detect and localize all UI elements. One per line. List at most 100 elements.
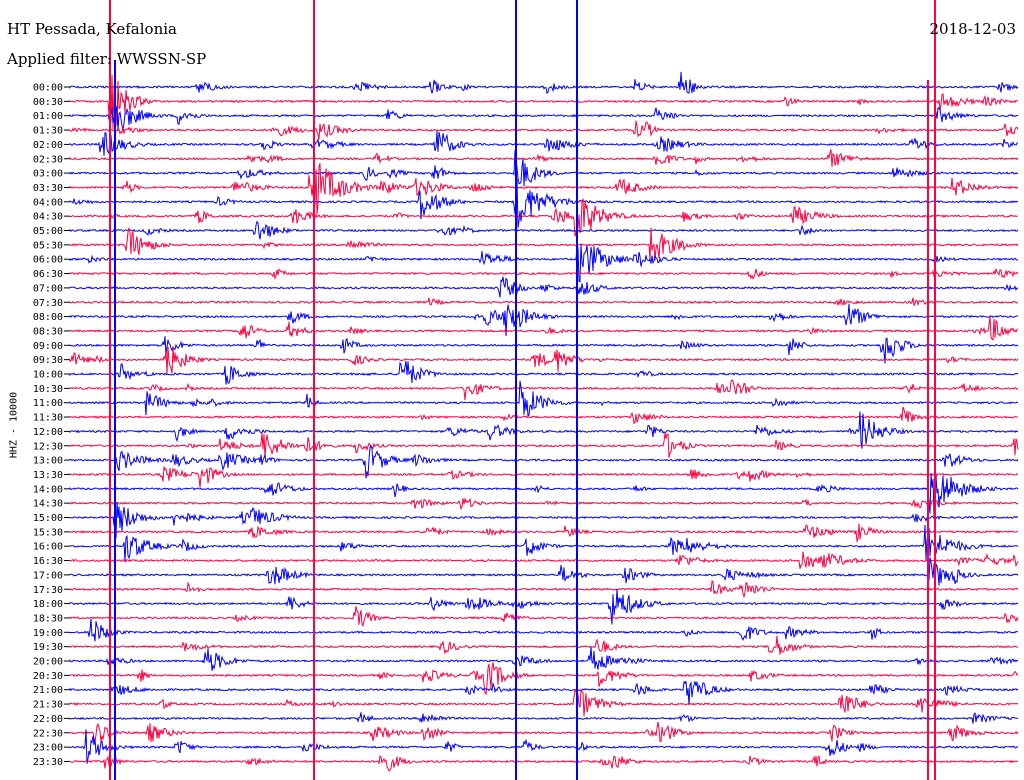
time-tick-label: 12:30 — [33, 441, 63, 452]
time-tick-label: 03:00 — [33, 169, 63, 180]
seismogram-trace — [69, 316, 1019, 341]
seismogram-trace — [69, 380, 1019, 418]
station-title: HT Pessada, Kefalonia — [7, 20, 177, 38]
seismogram-trace — [69, 712, 1019, 724]
seismogram-trace — [69, 580, 1019, 599]
time-tick-label: 16:00 — [33, 542, 63, 553]
time-tick-label: 06:00 — [33, 255, 63, 266]
time-tick-label: 16:30 — [33, 556, 63, 567]
time-tick-label: 05:30 — [33, 240, 63, 251]
seismogram-trace — [69, 71, 1019, 95]
time-tick-label: 22:00 — [33, 714, 63, 725]
seismogram-trace — [69, 74, 1019, 130]
seismogram-trace — [69, 149, 1019, 167]
seismogram-trace — [69, 524, 1019, 566]
time-tick-label: 03:30 — [33, 183, 63, 194]
seismogram-trace — [69, 496, 1019, 539]
y-axis-label: HHZ - 10000 — [8, 391, 20, 459]
seismogram-trace — [69, 755, 1019, 772]
time-tick-label: 02:00 — [33, 140, 63, 151]
time-tick-label: 04:30 — [33, 212, 63, 223]
seismogram-trace — [69, 557, 1019, 586]
seismogram-trace — [69, 336, 1019, 364]
time-tick-label: 13:30 — [33, 470, 63, 481]
time-tick-label: 17:00 — [33, 570, 63, 581]
time-tick-label: 20:30 — [33, 671, 63, 682]
seismogram-trace — [69, 473, 1019, 516]
seismogram-trace — [69, 163, 1019, 215]
seismogram-trace — [69, 721, 1019, 743]
time-tick-label: 18:00 — [33, 599, 63, 610]
seismogram-trace — [69, 120, 1019, 140]
seismogram-trace — [69, 150, 1019, 187]
time-tick-label: 20:00 — [33, 657, 63, 668]
time-tick-label: 23:00 — [33, 743, 63, 754]
seismogram-trace — [69, 276, 1019, 298]
time-tick-label: 00:00 — [33, 83, 63, 94]
time-tick-label: 06:30 — [33, 269, 63, 280]
seismogram-trace — [69, 406, 1019, 425]
time-tick-label: 09:30 — [33, 355, 63, 366]
time-tick-label: 22:30 — [33, 728, 63, 739]
time-tick-label: 02:30 — [33, 154, 63, 165]
date-label: 2018-12-03 — [929, 20, 1016, 38]
time-tick-label: 08:00 — [33, 312, 63, 323]
time-tick-label: 12:00 — [33, 427, 63, 438]
time-tick-label: 04:00 — [33, 197, 63, 208]
time-tick-label: 01:00 — [33, 111, 63, 122]
time-tick-label: 17:30 — [33, 585, 63, 596]
time-tick-label: 21:00 — [33, 685, 63, 696]
time-tick-label: 07:30 — [33, 298, 63, 309]
seismogram-trace — [69, 646, 1019, 671]
seismogram-trace — [69, 220, 1019, 240]
time-tick-label: 14:00 — [33, 484, 63, 495]
time-tick-label: 07:00 — [33, 283, 63, 294]
time-tick-label: 11:30 — [33, 413, 63, 424]
seismogram-trace — [69, 303, 1019, 337]
time-tick-label: 18:30 — [33, 613, 63, 624]
time-tick-label: 00:30 — [33, 97, 63, 108]
seismogram-trace — [69, 618, 1019, 642]
time-tick-label: 11:00 — [33, 398, 63, 409]
time-tick-label: 09:00 — [33, 341, 63, 352]
time-tick-label: 08:30 — [33, 326, 63, 337]
time-tick-label: 19:30 — [33, 642, 63, 653]
seismogram-trace — [69, 378, 1019, 400]
time-tick-label: 14:30 — [33, 499, 63, 510]
seismogram-trace — [69, 551, 1019, 569]
seismogram-trace — [69, 105, 1019, 131]
time-tick-label: 01:30 — [33, 126, 63, 137]
time-tick-label: 19:00 — [33, 628, 63, 639]
time-tick-label: 21:30 — [33, 700, 63, 711]
seismogram-trace — [69, 497, 1019, 511]
time-tick-label: 05:00 — [33, 226, 63, 237]
seismogram-trace — [69, 297, 1019, 307]
seismogram-trace — [69, 178, 1019, 228]
seismogram-trace — [69, 227, 1019, 261]
time-tick-label: 13:00 — [33, 456, 63, 467]
seismogram-trace — [69, 662, 1019, 696]
filter-label: Applied filter: WWSSN-SP — [7, 50, 207, 68]
seismogram-trace — [69, 523, 1019, 543]
seismogram-trace — [69, 411, 1019, 449]
time-tick-label: 15:00 — [33, 513, 63, 524]
seismogram-trace — [69, 606, 1019, 627]
seismogram-trace — [69, 444, 1019, 479]
seismogram-trace — [69, 687, 1019, 717]
seismogram-trace — [69, 588, 1019, 625]
time-tick-label: 10:30 — [33, 384, 63, 395]
seismogram-trace — [69, 244, 1019, 283]
time-tick-label: 10:00 — [33, 370, 63, 381]
seismogram-trace — [69, 729, 1019, 764]
seismogram-trace — [69, 360, 1019, 385]
seismogram-trace — [69, 635, 1019, 655]
seismogram-trace — [69, 432, 1019, 458]
time-tick-label: 23:30 — [33, 757, 63, 768]
seismogram-trace — [69, 130, 1019, 156]
seismogram-trace — [69, 268, 1019, 280]
time-tick-label: 15:30 — [33, 527, 63, 538]
seismogram-trace — [69, 466, 1019, 488]
seismogram-trace — [69, 198, 1019, 237]
